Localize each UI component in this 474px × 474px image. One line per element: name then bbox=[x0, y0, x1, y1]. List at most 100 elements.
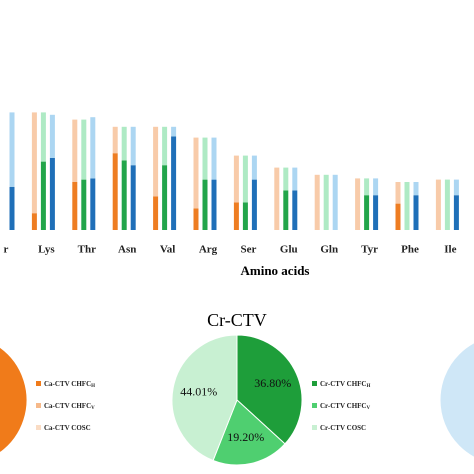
bar-segment bbox=[171, 136, 177, 230]
legend-swatch bbox=[312, 403, 317, 408]
x-tick-label: Tyr bbox=[361, 244, 378, 256]
bar-segment bbox=[211, 179, 217, 230]
bar-segment bbox=[233, 202, 239, 230]
bar-segment bbox=[130, 126, 136, 166]
bar-segment bbox=[121, 126, 127, 161]
bar-segment bbox=[364, 178, 370, 196]
bar-segment bbox=[242, 155, 248, 203]
bar-segment bbox=[242, 202, 248, 230]
bar-segment bbox=[40, 161, 46, 230]
legend-sub: V bbox=[91, 406, 95, 411]
bar-segment bbox=[202, 179, 208, 230]
bar-segment bbox=[193, 208, 199, 230]
legend-swatch bbox=[36, 425, 41, 430]
pie-slice bbox=[236, 334, 303, 445]
bar-segment bbox=[81, 119, 87, 180]
bar-segment bbox=[162, 126, 168, 166]
x-tick-label: Thr bbox=[78, 244, 96, 256]
bar-segment bbox=[364, 195, 370, 230]
bar-segment bbox=[395, 182, 401, 204]
bar-segment bbox=[395, 203, 401, 230]
bar-segment bbox=[453, 179, 459, 196]
x-tick-label: Val bbox=[160, 244, 176, 256]
bar-segment bbox=[31, 213, 37, 230]
bar-segment bbox=[121, 160, 127, 230]
bar-segment bbox=[9, 186, 15, 230]
x-tick-label: Ile bbox=[444, 244, 456, 256]
x-tick-label: r bbox=[4, 244, 9, 256]
bar-segment bbox=[404, 182, 410, 230]
legend-swatch bbox=[36, 403, 41, 408]
bar-segment bbox=[49, 114, 55, 158]
pie-label: 44.01% bbox=[180, 384, 217, 398]
bar-segment bbox=[40, 112, 46, 162]
legend-name: Cr-CTV CHFC bbox=[320, 380, 366, 388]
bar-segment bbox=[314, 174, 320, 230]
legend-label: Ca-CTV CHFCV bbox=[44, 402, 95, 412]
bar-segment bbox=[202, 137, 208, 180]
legend-swatch bbox=[36, 381, 41, 386]
bar-segment bbox=[9, 112, 15, 187]
bar-segment bbox=[435, 179, 441, 230]
legend-sub: H bbox=[366, 384, 370, 389]
x-tick-label: Ser bbox=[240, 244, 256, 256]
bar-segment bbox=[292, 167, 298, 191]
legend-label: Ca-CTV COSC bbox=[44, 424, 91, 432]
bar-segment bbox=[112, 126, 118, 154]
pie-title: Cr-CTV bbox=[207, 310, 267, 330]
bar-segment bbox=[283, 190, 289, 230]
bar-segment bbox=[90, 117, 96, 179]
bar-segment bbox=[90, 178, 96, 230]
bar-segment bbox=[332, 174, 338, 230]
legend-name: Ca-CTV CHFC bbox=[44, 402, 91, 410]
x-tick-label: Phe bbox=[401, 244, 419, 256]
legend-sub: V bbox=[366, 406, 370, 411]
bar-segment bbox=[323, 174, 329, 230]
bar-segment bbox=[72, 182, 78, 230]
x-tick-label: Arg bbox=[199, 244, 218, 256]
bar-segment bbox=[130, 165, 136, 230]
bar-segment bbox=[292, 190, 298, 230]
pie-slice bbox=[0, 346, 28, 454]
bar-segment bbox=[251, 179, 257, 230]
legend-label: Ca-CTV CHFCH bbox=[44, 380, 95, 390]
pie-label: 36.80% bbox=[254, 376, 291, 390]
x-axis-label: Amino acids bbox=[241, 263, 310, 278]
legend-name: Cr-CTV CHFC bbox=[320, 402, 366, 410]
partial-pie bbox=[439, 342, 474, 458]
bar-segment bbox=[274, 167, 280, 230]
x-tick-label: Asn bbox=[118, 244, 136, 256]
x-tick-label: Lys bbox=[38, 244, 55, 256]
bar-segment bbox=[413, 182, 419, 196]
bar-segment bbox=[153, 126, 159, 197]
x-tick-label: Glu bbox=[280, 244, 298, 256]
bar-segment bbox=[211, 137, 217, 180]
bar-segment bbox=[31, 112, 37, 214]
bar-segment bbox=[444, 179, 450, 230]
bar-segment bbox=[171, 126, 177, 137]
legend-sub: H bbox=[91, 384, 95, 389]
bar-segment bbox=[355, 178, 361, 230]
legend-swatch bbox=[312, 381, 317, 386]
pie-slice bbox=[171, 334, 238, 462]
bar-segment bbox=[283, 167, 289, 191]
bar-segment bbox=[233, 155, 239, 203]
pie-label: 19.20% bbox=[227, 430, 264, 444]
bar-segment bbox=[373, 195, 379, 230]
bar-segment bbox=[72, 119, 78, 182]
bar-segment bbox=[193, 137, 199, 209]
bar-segment bbox=[251, 155, 257, 180]
legend-swatch bbox=[312, 425, 317, 430]
bar-segment bbox=[112, 153, 118, 230]
x-tick-label: Gln bbox=[320, 244, 338, 256]
bar-segment bbox=[49, 158, 55, 230]
legend-label: Cr-CTV CHFCV bbox=[320, 402, 370, 412]
legend-label: Cr-CTV CHFCH bbox=[320, 380, 370, 390]
legend-label: Cr-CTV COSC bbox=[320, 424, 366, 432]
bar-segment bbox=[453, 195, 459, 230]
bar-segment bbox=[413, 195, 419, 230]
legend-name: Cr-CTV COSC bbox=[320, 424, 366, 432]
legend-name: Ca-CTV CHFC bbox=[44, 380, 91, 388]
bar-segment bbox=[373, 178, 379, 196]
